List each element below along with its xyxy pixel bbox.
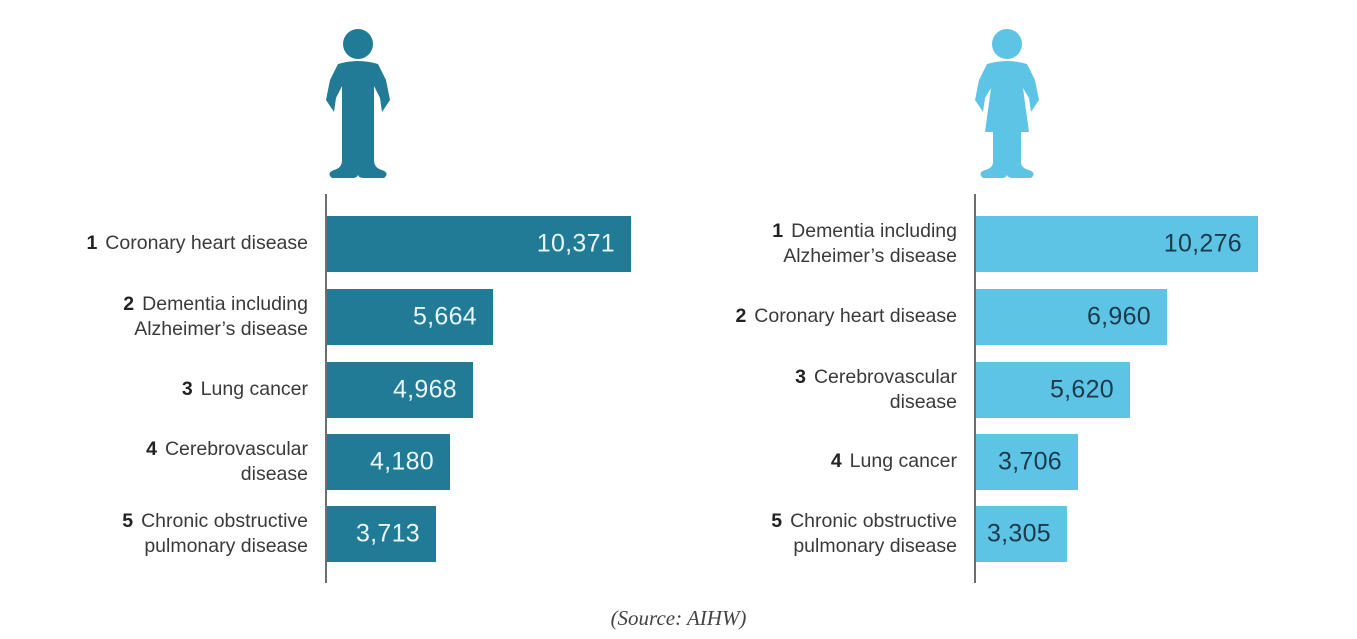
category-text: Lung cancer [200, 378, 308, 400]
category-label: 5 Chronic obstructive pulmonary disease [657, 509, 957, 559]
bar-value-label: 3,713 [355, 519, 420, 548]
rank-number: 4 [830, 450, 842, 472]
category-text-line2: pulmonary disease [144, 535, 308, 557]
rank-number: 4 [146, 438, 157, 460]
rank-number: 5 [771, 510, 783, 532]
category-text: Lung cancer [849, 450, 957, 472]
female-chart: 1 Dementia including Alzheimer’s disease 10… [680, 0, 1357, 600]
category-label: 3 Cerebrovascular disease [657, 365, 957, 415]
bar-value-label: 5,664 [412, 302, 477, 331]
rank-number: 1 [86, 232, 98, 254]
category-text-line2: Alzheimer’s disease [783, 245, 957, 267]
category-label: 2 Coronary heart disease [657, 304, 957, 329]
bar-value-label: 3,305 [986, 519, 1051, 548]
bar: 4,968 [327, 362, 473, 418]
rank-number: 2 [123, 293, 135, 315]
rank-number: 1 [772, 220, 784, 242]
bar-value-label: 4,180 [369, 447, 434, 476]
category-text-line2: Alzheimer’s disease [134, 318, 308, 340]
category-label: 1 Coronary heart disease [8, 231, 308, 256]
category-text: Coronary heart disease [754, 305, 957, 327]
category-label: 3 Lung cancer [8, 377, 308, 402]
man-icon [326, 29, 390, 178]
category-text: Chronic obstructive [141, 510, 308, 532]
bar-value-label: 10,371 [536, 229, 615, 258]
bar-value-label: 3,706 [997, 447, 1062, 476]
rank-number: 3 [181, 378, 193, 400]
category-text: Dementia including [791, 220, 957, 242]
category-text-line2: pulmonary disease [793, 535, 957, 557]
bar-value-label: 5,620 [1049, 375, 1114, 404]
category-text: Coronary heart disease [105, 232, 308, 254]
category-label: 5 Chronic obstructive pulmonary disease [8, 509, 308, 559]
bar-value-label: 6,960 [1086, 302, 1151, 331]
source-caption: (Source: AIHW) [610, 606, 747, 630]
bar: 3,305 [976, 506, 1067, 562]
bar: 10,371 [327, 216, 631, 272]
category-text: Cerebrovascular [813, 366, 957, 388]
bar: 6,960 [976, 289, 1167, 345]
category-text: Cerebrovascular [164, 438, 308, 460]
y-axis-line [325, 194, 327, 583]
category-text-line2: disease [240, 463, 308, 485]
category-label: 4 Cerebrovascular disease [8, 437, 308, 487]
bar: 10,276 [976, 216, 1258, 272]
rank-number: 5 [122, 510, 134, 532]
woman-icon [975, 29, 1039, 178]
male-chart: 1 Coronary heart disease 10,371 2 Dementia i… [0, 0, 680, 600]
category-text-line2: disease [889, 391, 957, 413]
y-axis-line [974, 194, 976, 583]
category-text: Dementia including [142, 293, 308, 315]
bar: 3,706 [976, 434, 1078, 490]
bar-value-label: 10,276 [1163, 229, 1242, 258]
bar-value-label: 4,968 [392, 375, 457, 404]
category-label: 1 Dementia including Alzheimer’s disease [657, 219, 957, 269]
bar: 3,713 [327, 506, 436, 562]
bar: 4,180 [327, 434, 450, 490]
category-text: Chronic obstructive [790, 510, 957, 532]
category-label: 2 Dementia including Alzheimer’s disease [8, 292, 308, 342]
category-label: 4 Lung cancer [657, 449, 957, 474]
rank-number: 2 [735, 305, 747, 327]
bar: 5,664 [327, 289, 493, 345]
bar: 5,620 [976, 362, 1130, 418]
rank-number: 3 [795, 366, 806, 388]
